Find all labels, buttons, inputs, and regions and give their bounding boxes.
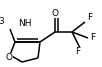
Text: F: F [75,48,81,56]
Text: NH: NH [18,19,32,28]
Text: O: O [6,54,13,63]
Text: CH3: CH3 [0,17,5,27]
Text: F: F [90,34,95,42]
Text: O: O [52,9,59,17]
Text: F: F [87,13,92,22]
